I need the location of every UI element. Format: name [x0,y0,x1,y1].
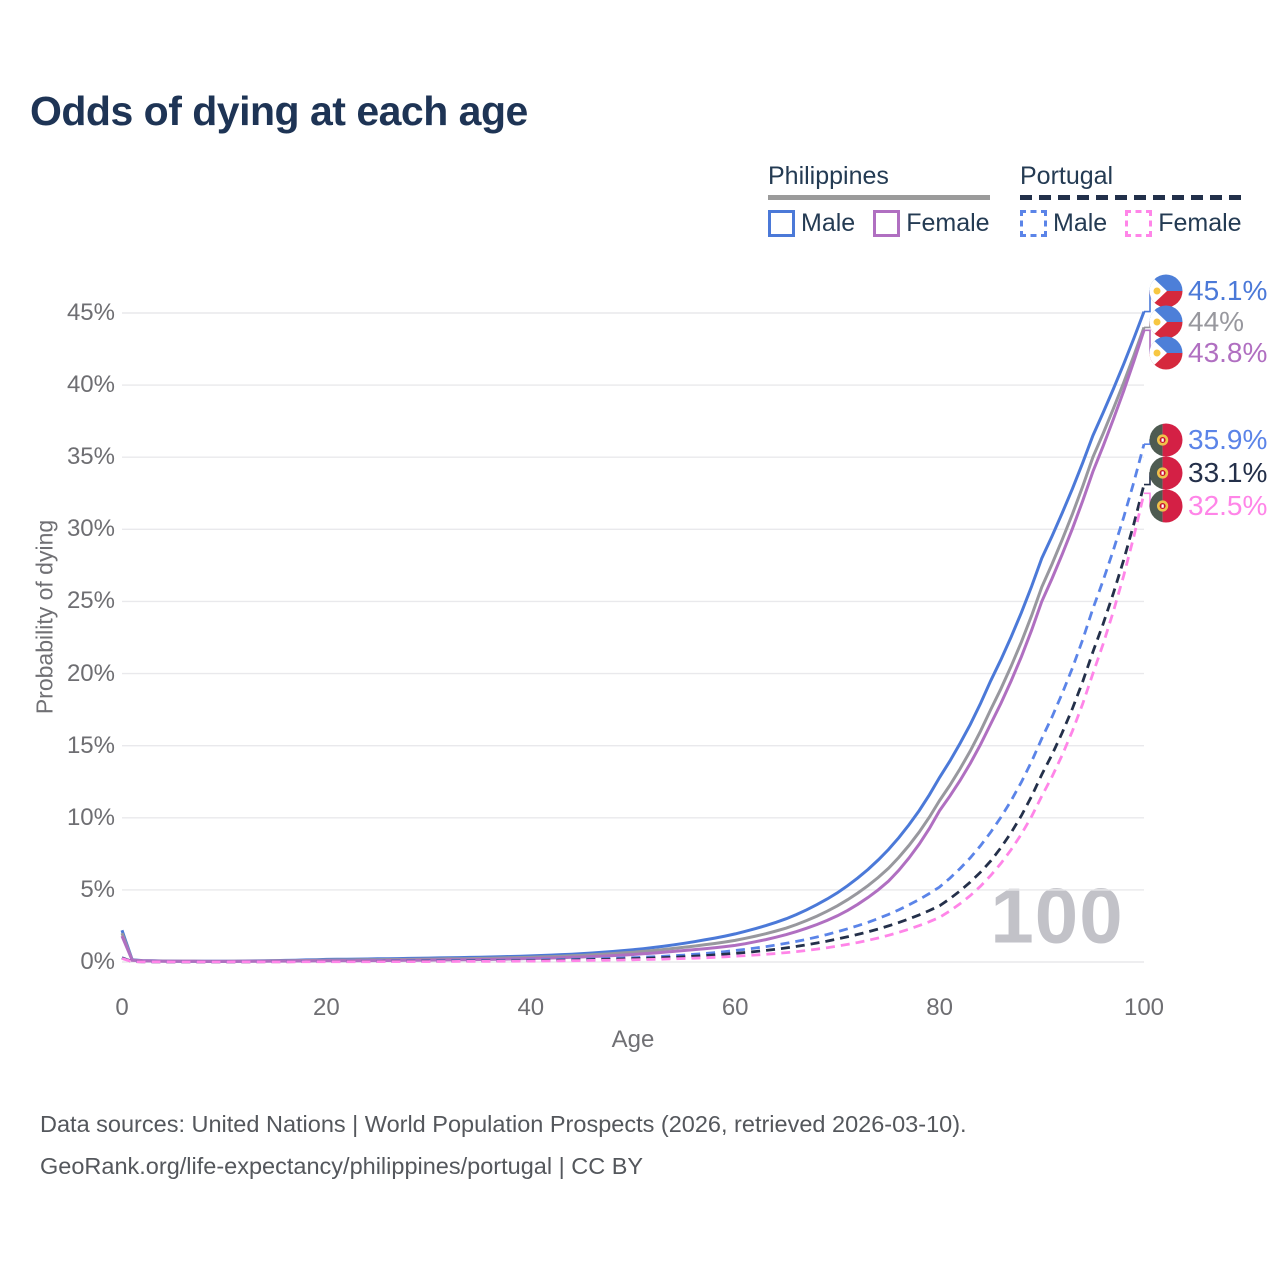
series-line-portugal-male[interactable] [121,443,1146,964]
philippines-flag-icon [1149,305,1183,339]
x-tick-label: 100 [1123,994,1165,1021]
x-tick-label: 40 [517,994,545,1021]
y-tick-label: 25% [66,587,115,615]
legend-item-portugal-male[interactable]: Male [1020,209,1107,238]
footer: Data sources: United Nations | World Pop… [40,1103,967,1188]
legend-item-philippines-male[interactable]: Male [768,209,855,238]
legend-item-philippines-female[interactable]: Female [873,209,990,238]
legend-group-philippines: Philippines Male Female [768,162,990,238]
portugal-flag-icon [1149,489,1183,523]
series-line-philippines-female[interactable] [120,329,1146,963]
y-tick-label: 10% [66,803,115,831]
end-value-label-philippines-female: 43.8% [1188,337,1268,368]
series-line-philippines-male[interactable] [120,311,1146,963]
legend-item-label: Female [906,209,990,237]
y-tick-label: 30% [66,515,115,543]
y-tick-label: 35% [66,443,115,471]
legend-item-label: Male [1053,209,1108,237]
philippines-solid-line-swatch [768,195,990,200]
legend-item-portugal-female[interactable]: Female [1125,209,1242,238]
legend-item-label: Female [1158,209,1242,237]
footer-attribution-line: GeoRank.org/life-expectancy/philippines/… [40,1153,644,1180]
x-axis-title: Age [611,1026,655,1053]
y-tick-label: 20% [66,659,115,687]
legend-country-philippines: Philippines [768,162,889,190]
legend-swatch-1-1 [1125,210,1153,237]
x-tick-label: 80 [926,994,953,1021]
end-value-label-philippines-both: 44% [1188,306,1245,337]
legend-swatch-0-0 [768,210,795,237]
series-line-portugal-female[interactable] [121,492,1146,964]
footer-sources-line: Data sources: United Nations | World Pop… [40,1111,967,1137]
legend-country-portugal: Portugal [1020,162,1114,190]
page-title: Odds of dying at each age [30,88,528,134]
end-value-label-portugal-male: 35.9% [1188,424,1268,455]
series-line-philippines-both[interactable] [120,326,1146,963]
y-tick-label: 5% [80,875,115,903]
philippines-flag-icon [1149,336,1183,370]
legend-swatch-1-0 [1020,210,1047,237]
portugal-dashed-line-swatch [1020,195,1242,200]
y-tick-label: 0% [80,948,115,975]
philippines-flag-icon [1149,274,1183,308]
x-tick-label: 20 [313,994,340,1021]
end-value-label-portugal-female: 32.5% [1188,490,1268,521]
x-tick-label: 60 [721,994,749,1021]
portugal-flag-icon [1149,423,1183,457]
age-watermark: 100 [990,871,1124,960]
legend-group-portugal: Portugal Male Female [1020,162,1242,238]
end-value-label-portugal-both: 33.1% [1188,457,1268,488]
y-tick-label: 45% [66,299,115,326]
legend-swatch-0-1 [873,210,901,237]
legend-item-label: Male [801,209,856,237]
portugal-flag-icon [1149,456,1183,490]
end-value-label-philippines-male: 45.1% [1188,275,1268,306]
y-tick-label: 40% [66,371,115,399]
y-tick-label: 15% [66,731,115,759]
x-tick-label: 0 [115,994,129,1021]
